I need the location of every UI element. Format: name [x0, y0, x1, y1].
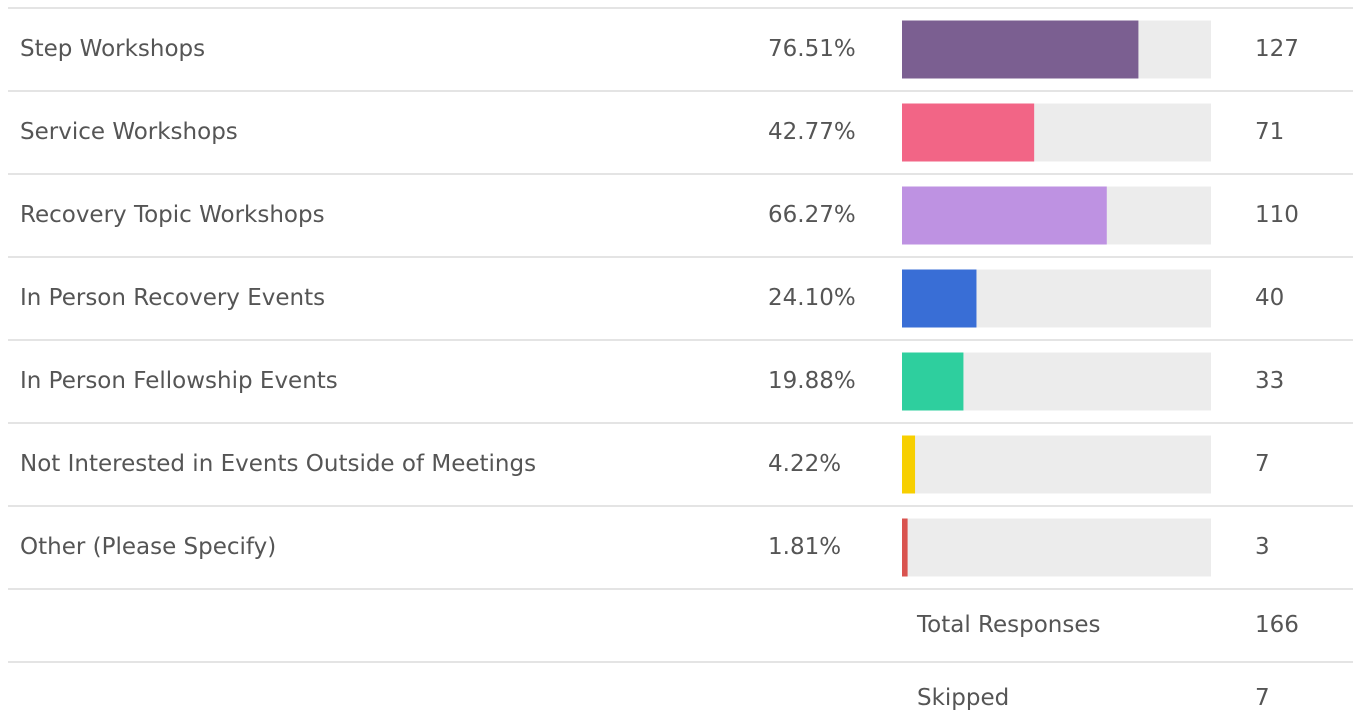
total-label: Total Responses	[916, 612, 1100, 638]
skipped-label: Skipped	[917, 685, 1009, 711]
total-value: 166	[1255, 612, 1299, 638]
skipped-value: 7	[1255, 685, 1270, 711]
count-label: 33	[1255, 368, 1284, 394]
percent-label: 1.81%	[768, 534, 841, 560]
bar	[902, 435, 916, 494]
bar	[902, 20, 1139, 79]
percent-label: 24.10%	[768, 285, 856, 311]
count-label: 3	[1255, 534, 1270, 560]
bar-track	[902, 518, 1211, 577]
bar	[902, 103, 1035, 162]
percent-label: 19.88%	[768, 368, 856, 394]
category-label: Recovery Topic Workshops	[20, 202, 325, 228]
percent-label: 76.51%	[768, 36, 856, 62]
bar	[902, 518, 908, 577]
percent-label: 42.77%	[768, 119, 856, 145]
percent-label: 4.22%	[768, 451, 841, 477]
count-label: 71	[1255, 119, 1284, 145]
percent-label: 66.27%	[768, 202, 856, 228]
category-label: Other (Please Specify)	[20, 534, 276, 560]
count-label: 110	[1255, 202, 1299, 228]
category-label: In Person Fellowship Events	[20, 368, 338, 394]
count-label: 7	[1255, 451, 1270, 477]
category-label: In Person Recovery Events	[20, 285, 325, 311]
category-label: Step Workshops	[20, 36, 205, 62]
bar	[902, 186, 1107, 245]
bar	[902, 269, 977, 328]
count-label: 127	[1255, 36, 1299, 62]
count-label: 40	[1255, 285, 1284, 311]
bar	[902, 352, 964, 411]
bar-track	[902, 435, 1211, 494]
category-label: Service Workshops	[20, 119, 238, 145]
category-label: Not Interested in Events Outside of Meet…	[20, 451, 536, 477]
